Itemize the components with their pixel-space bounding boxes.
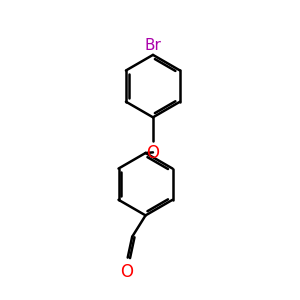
Text: Br: Br: [145, 38, 161, 52]
Text: O: O: [146, 144, 160, 162]
Text: O: O: [121, 263, 134, 281]
